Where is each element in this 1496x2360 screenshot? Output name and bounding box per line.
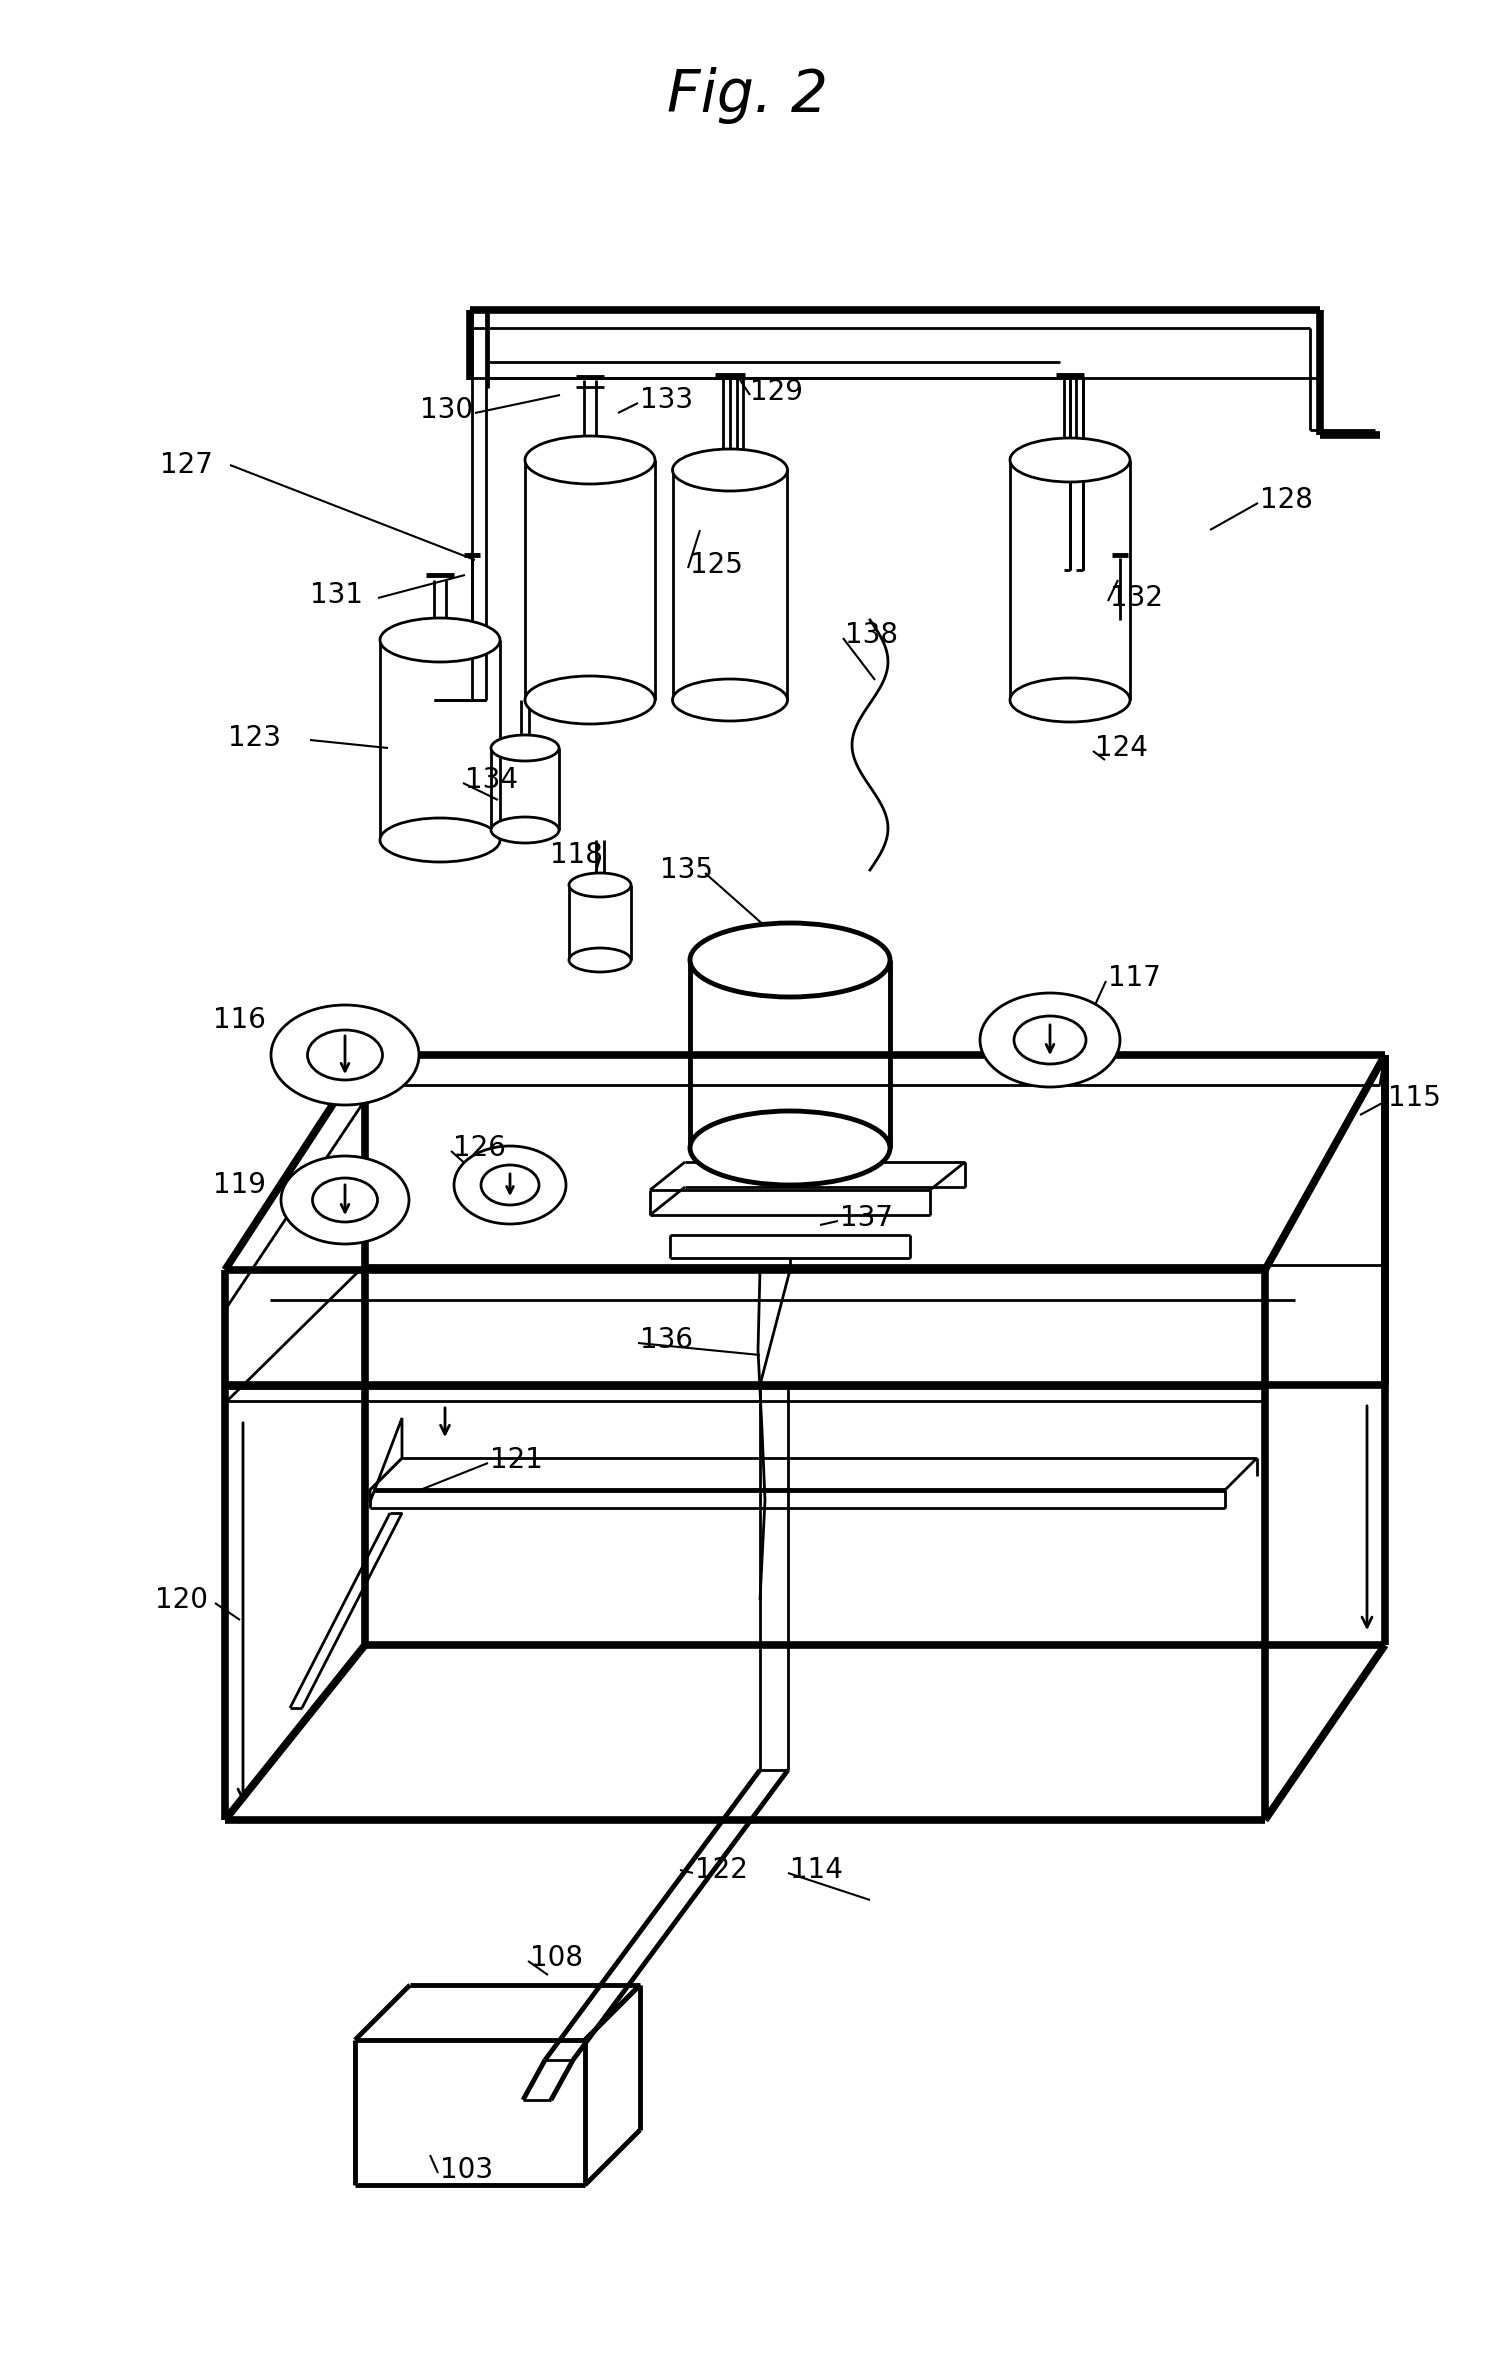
Ellipse shape: [525, 675, 655, 725]
Ellipse shape: [980, 994, 1121, 1088]
Ellipse shape: [482, 1166, 539, 1206]
Ellipse shape: [568, 949, 631, 972]
Ellipse shape: [453, 1147, 565, 1225]
Ellipse shape: [271, 1005, 419, 1104]
Ellipse shape: [673, 680, 787, 722]
Text: 119: 119: [212, 1171, 266, 1199]
Text: 123: 123: [227, 725, 281, 753]
Text: 108: 108: [530, 1945, 583, 1973]
Ellipse shape: [281, 1156, 408, 1244]
Text: 133: 133: [640, 387, 693, 413]
Text: 116: 116: [212, 1005, 266, 1034]
Text: 121: 121: [491, 1447, 543, 1475]
Text: 136: 136: [640, 1326, 693, 1355]
Text: 135: 135: [660, 857, 714, 885]
Text: 103: 103: [440, 2157, 494, 2183]
Ellipse shape: [673, 448, 787, 491]
Ellipse shape: [568, 873, 631, 897]
Ellipse shape: [308, 1029, 383, 1081]
Ellipse shape: [313, 1178, 377, 1222]
Text: 130: 130: [420, 396, 473, 425]
Text: 137: 137: [839, 1204, 893, 1232]
Text: 120: 120: [156, 1586, 208, 1614]
Text: 126: 126: [453, 1135, 506, 1161]
Text: Fig. 2: Fig. 2: [667, 66, 829, 123]
Text: 122: 122: [696, 1855, 748, 1883]
Ellipse shape: [380, 819, 500, 861]
Text: 138: 138: [845, 621, 898, 649]
Ellipse shape: [1014, 1017, 1086, 1064]
Ellipse shape: [690, 923, 890, 996]
Text: 132: 132: [1110, 583, 1162, 611]
Ellipse shape: [525, 437, 655, 484]
Text: 128: 128: [1260, 486, 1313, 514]
Text: 114: 114: [790, 1855, 842, 1883]
Text: 124: 124: [1095, 734, 1147, 762]
Ellipse shape: [1010, 439, 1129, 481]
Text: 131: 131: [310, 581, 364, 609]
Ellipse shape: [491, 817, 560, 843]
Text: 127: 127: [160, 451, 212, 479]
Text: 134: 134: [465, 767, 518, 793]
Text: 125: 125: [690, 550, 744, 578]
Text: 129: 129: [749, 378, 803, 406]
Text: 117: 117: [1109, 963, 1161, 991]
Ellipse shape: [380, 618, 500, 663]
Ellipse shape: [1010, 677, 1129, 722]
Polygon shape: [370, 1418, 402, 1501]
Ellipse shape: [690, 1112, 890, 1185]
Text: 115: 115: [1388, 1083, 1441, 1112]
Ellipse shape: [491, 734, 560, 760]
Text: 118: 118: [551, 840, 603, 868]
